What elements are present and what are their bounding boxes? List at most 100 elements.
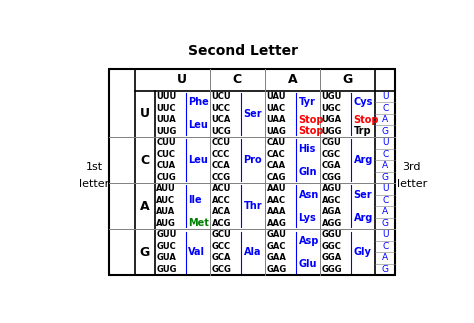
Text: Tyr: Tyr — [299, 98, 316, 108]
Text: GUC: GUC — [156, 242, 176, 251]
Text: CCC: CCC — [211, 150, 230, 159]
Text: Asn: Asn — [299, 190, 319, 200]
Text: U: U — [382, 138, 389, 147]
Text: CAC: CAC — [266, 150, 285, 159]
Text: U: U — [177, 73, 187, 86]
Text: GCU: GCU — [211, 230, 231, 239]
Text: CGC: CGC — [322, 150, 341, 159]
Text: A: A — [382, 161, 388, 170]
Text: A: A — [288, 73, 297, 86]
Text: ACA: ACA — [211, 207, 231, 216]
Text: U: U — [382, 230, 389, 239]
Text: AGC: AGC — [322, 196, 341, 205]
Text: letter: letter — [79, 179, 109, 189]
Text: Lys: Lys — [299, 213, 316, 223]
Text: AGA: AGA — [322, 207, 342, 216]
Text: CCA: CCA — [211, 161, 230, 170]
Text: Stop: Stop — [354, 115, 379, 125]
Text: Gly: Gly — [354, 247, 372, 257]
Text: GAA: GAA — [266, 253, 286, 262]
Text: AUU: AUU — [156, 184, 176, 193]
Text: 1st: 1st — [86, 162, 103, 172]
Text: AAG: AAG — [266, 219, 286, 228]
Text: UUU: UUU — [156, 92, 177, 101]
Text: letter: letter — [397, 179, 427, 189]
Text: U: U — [382, 184, 389, 193]
Text: GGC: GGC — [322, 242, 342, 251]
Text: G: G — [382, 265, 389, 274]
Text: Stop: Stop — [299, 115, 324, 125]
Bar — [109, 68, 395, 275]
Text: G: G — [343, 73, 353, 86]
Text: GCG: GCG — [211, 265, 231, 274]
Text: AAU: AAU — [266, 184, 286, 193]
Text: CUU: CUU — [156, 138, 176, 147]
Text: A: A — [382, 253, 388, 262]
Text: CAA: CAA — [266, 161, 286, 170]
Text: AGG: AGG — [322, 219, 342, 228]
Text: GAU: GAU — [266, 230, 286, 239]
Text: CAU: CAU — [266, 138, 286, 147]
Text: UCA: UCA — [211, 115, 231, 124]
Text: GGG: GGG — [322, 265, 342, 274]
Text: Cys: Cys — [354, 98, 373, 108]
Text: Arg: Arg — [354, 213, 373, 223]
Text: CUG: CUG — [156, 173, 176, 182]
Text: Glu: Glu — [299, 258, 317, 268]
Text: CCG: CCG — [211, 173, 231, 182]
Text: UGG: UGG — [322, 127, 342, 136]
Text: UGU: UGU — [322, 92, 342, 101]
Text: C: C — [140, 153, 149, 166]
Text: Arg: Arg — [354, 155, 373, 165]
Text: A: A — [382, 115, 388, 124]
Text: UUA: UUA — [156, 115, 176, 124]
Text: Ile: Ile — [188, 195, 202, 205]
Text: CAG: CAG — [266, 173, 286, 182]
Text: Stop: Stop — [299, 126, 324, 136]
Text: AAC: AAC — [266, 196, 286, 205]
Text: C: C — [382, 104, 388, 113]
Text: Leu: Leu — [188, 155, 208, 165]
Text: UUC: UUC — [156, 104, 176, 113]
Text: AUG: AUG — [156, 219, 176, 228]
Text: GAG: GAG — [266, 265, 287, 274]
Text: ACG: ACG — [211, 219, 231, 228]
Text: GUA: GUA — [156, 253, 176, 262]
Text: A: A — [140, 200, 149, 213]
Text: GGU: GGU — [322, 230, 342, 239]
Text: C: C — [382, 150, 388, 159]
Text: Ala: Ala — [244, 247, 261, 257]
Text: UGA: UGA — [322, 115, 342, 124]
Text: UCU: UCU — [211, 92, 231, 101]
Text: Phe: Phe — [188, 98, 209, 108]
Text: Trp: Trp — [354, 126, 371, 136]
Text: UAU: UAU — [266, 92, 286, 101]
Text: G: G — [382, 173, 389, 182]
Text: Leu: Leu — [188, 120, 208, 130]
Text: C: C — [382, 196, 388, 205]
Text: Second Letter: Second Letter — [188, 44, 298, 58]
Text: ACU: ACU — [211, 184, 231, 193]
Text: CGG: CGG — [322, 173, 342, 182]
Text: C: C — [382, 242, 388, 251]
Text: GGA: GGA — [322, 253, 342, 262]
Text: C: C — [233, 73, 242, 86]
Text: ACC: ACC — [211, 196, 230, 205]
Text: UGC: UGC — [322, 104, 341, 113]
Text: UUG: UUG — [156, 127, 177, 136]
Text: Pro: Pro — [244, 155, 262, 165]
Text: CUC: CUC — [156, 150, 175, 159]
Text: CGU: CGU — [322, 138, 341, 147]
Text: His: His — [299, 143, 316, 153]
Text: Gln: Gln — [299, 167, 317, 176]
Text: Ser: Ser — [244, 109, 262, 119]
Text: AUA: AUA — [156, 207, 176, 216]
Text: CGA: CGA — [322, 161, 341, 170]
Text: Thr: Thr — [244, 201, 262, 211]
Text: Met: Met — [188, 218, 209, 228]
Text: Asp: Asp — [299, 235, 319, 245]
Text: G: G — [382, 219, 389, 228]
Text: GAC: GAC — [266, 242, 286, 251]
Text: AGU: AGU — [322, 184, 342, 193]
Text: UAG: UAG — [266, 127, 286, 136]
